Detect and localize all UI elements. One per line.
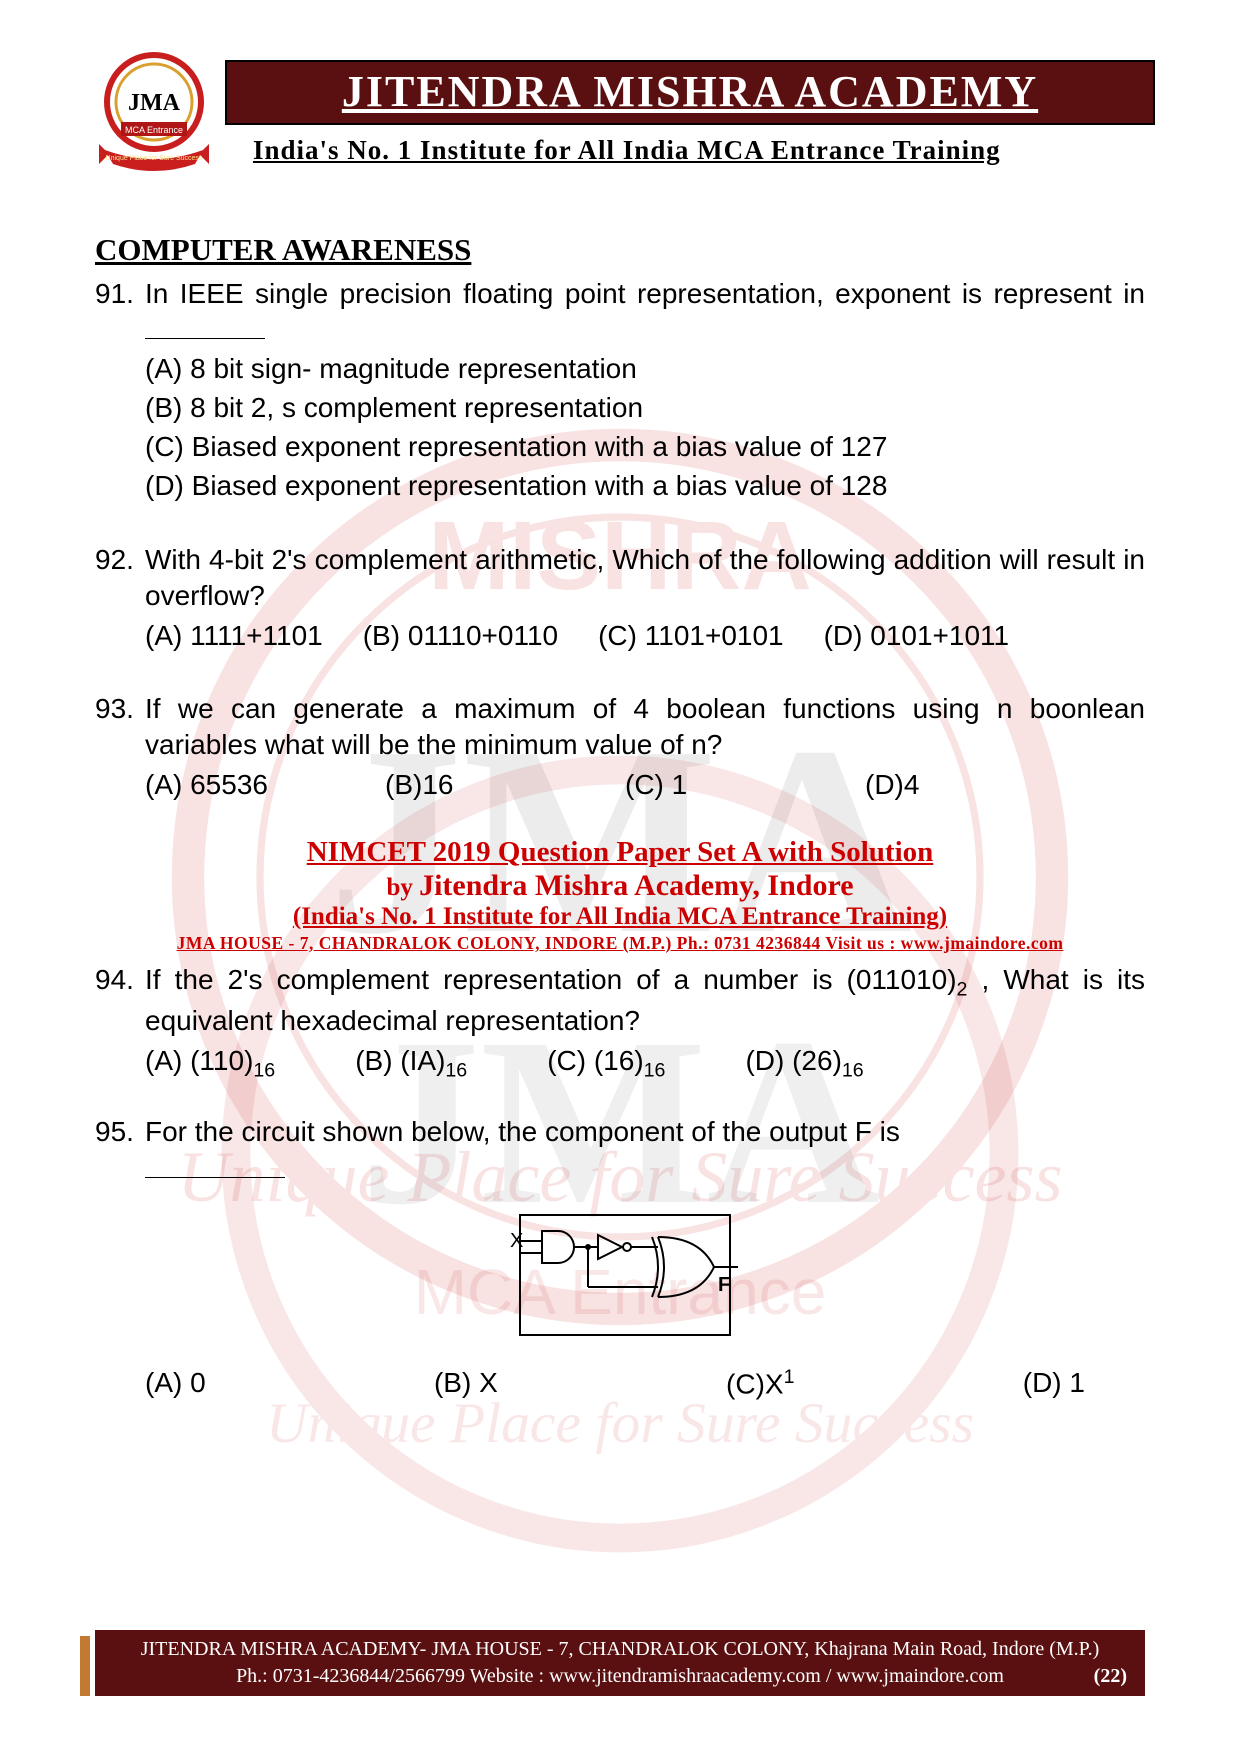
circuit-output-label: F	[718, 1274, 730, 1296]
q94-sub: 2	[957, 978, 968, 1000]
question-93-options: (A) 65536 (B)16 (C) 1 (D)4	[95, 767, 1145, 803]
q95-text: For the circuit shown below, the compone…	[145, 1116, 900, 1147]
opt-text: (D) (26)	[745, 1045, 841, 1076]
banner-main: Jitendra Mishra Academy, Indore	[419, 869, 853, 902]
option-a: (A) (110)16	[145, 1043, 275, 1084]
option-d: (D) (26)16	[745, 1043, 863, 1084]
svg-text:JMA: JMA	[128, 90, 181, 116]
svg-text:MCA Entrance: MCA Entrance	[125, 125, 183, 135]
opt-sub: 16	[842, 1060, 864, 1082]
opt-sub: 16	[644, 1060, 666, 1082]
option-a: (A) 1111+1101	[145, 618, 323, 654]
circuit-diagram: X F	[95, 1205, 1145, 1354]
banner-by: by	[386, 874, 419, 901]
academy-subtitle: India's No. 1 Institute for All India MC…	[225, 135, 1155, 166]
option-b: (B) 8 bit 2, s complement representation	[145, 388, 1145, 427]
question-95-options: (A) 0 (B) X (C)X1 (D) 1	[95, 1365, 1145, 1403]
opt-text: (B) (IA)	[355, 1045, 445, 1076]
question-94: 94. If the 2's complement representation…	[95, 962, 1145, 1085]
opt-text: (C) (16)	[547, 1045, 643, 1076]
option-d: (D) Biased exponent representation with …	[145, 466, 1145, 505]
question-number: 94.	[95, 962, 145, 1039]
question-text: If we can generate a maximum of 4 boolea…	[145, 691, 1145, 764]
option-c: (C)X1	[726, 1365, 794, 1403]
academy-logo: JMA MCA Entrance Unique Place for Sure S…	[95, 52, 213, 182]
question-95: 95. For the circuit shown below, the com…	[95, 1114, 1145, 1402]
option-b: (B)16	[385, 767, 625, 803]
question-text: For the circuit shown below, the compone…	[145, 1114, 1145, 1187]
mid-banner: NIMCET 2019 Question Paper Set A with So…	[95, 836, 1145, 954]
banner-line2: by Jitendra Mishra Academy, Indore	[95, 869, 1145, 903]
page-footer: JITENDRA MISHRA ACADEMY- JMA HOUSE - 7, …	[95, 1630, 1145, 1696]
question-text: If the 2's complement representation of …	[145, 962, 1145, 1039]
option-b: (B) X	[434, 1365, 498, 1403]
question-91: 91. In IEEE single precision floating po…	[95, 276, 1145, 506]
question-92-options: (A) 1111+1101 (B) 01110+0110 (C) 1101+01…	[95, 618, 1145, 654]
academy-title: JITENDRA MISHRA ACADEMY	[225, 60, 1155, 125]
question-text-span: In IEEE single precision floating point …	[145, 278, 1145, 309]
opt-sub: 16	[253, 1060, 275, 1082]
option-a: (A) 8 bit sign- magnitude representation	[145, 349, 1145, 388]
option-a: (A) 65536	[145, 767, 385, 803]
option-d: (D) 1	[1023, 1365, 1085, 1403]
footer-line1: JITENDRA MISHRA ACADEMY- JMA HOUSE - 7, …	[105, 1636, 1135, 1663]
option-a: (A) 0	[145, 1365, 206, 1403]
option-c: (C) Biased exponent representation with …	[145, 427, 1145, 466]
opt-text: (A) (110)	[145, 1045, 253, 1076]
option-b: (B) (IA)16	[355, 1043, 467, 1084]
footer-accent-bar	[80, 1636, 90, 1696]
question-number: 93.	[95, 691, 145, 764]
svg-text:Unique Place for Sure Success: Unique Place for Sure Success	[106, 155, 203, 162]
option-c: (C) (16)16	[547, 1043, 665, 1084]
section-heading: COMPUTER AWARENESS	[95, 232, 1145, 268]
question-text: With 4-bit 2's complement arithmetic, Wh…	[145, 542, 1145, 615]
option-d: (D) 0101+1011	[824, 618, 1010, 654]
page-header: JMA MCA Entrance Unique Place for Sure S…	[95, 60, 1145, 182]
question-92: 92. With 4-bit 2's complement arithmetic…	[95, 542, 1145, 655]
blank-line	[145, 1177, 285, 1178]
banner-line1: NIMCET 2019 Question Paper Set A with So…	[95, 836, 1145, 869]
option-b: (B) 01110+0110	[363, 618, 558, 654]
question-number: 91.	[95, 276, 145, 349]
option-d: (D)4	[865, 767, 1105, 803]
question-94-options: (A) (110)16 (B) (IA)16 (C) (16)16 (D) (2…	[95, 1043, 1145, 1084]
question-text: In IEEE single precision floating point …	[145, 276, 1145, 349]
opt-sub: 16	[445, 1060, 467, 1082]
opt-sup: 1	[784, 1366, 795, 1388]
banner-line4: JMA HOUSE - 7, CHANDRALOK COLONY, INDORE…	[95, 933, 1145, 954]
blank-line	[145, 338, 265, 339]
option-c: (C) 1101+0101	[598, 618, 784, 654]
question-number: 95.	[95, 1114, 145, 1187]
opt-text: (C)X	[726, 1368, 784, 1399]
footer-line2: Ph.: 0731-4236844/2566799 Website : www.…	[105, 1663, 1135, 1690]
option-c: (C) 1	[625, 767, 865, 803]
question-number: 92.	[95, 542, 145, 615]
q94-pre: If the 2's complement representation of …	[145, 964, 957, 995]
question-93: 93. If we can generate a maximum of 4 bo…	[95, 691, 1145, 804]
question-91-options: (A) 8 bit sign- magnitude representation…	[95, 349, 1145, 506]
page-number: (22)	[1094, 1663, 1127, 1690]
banner-line3: (India's No. 1 Institute for All India M…	[95, 903, 1145, 931]
